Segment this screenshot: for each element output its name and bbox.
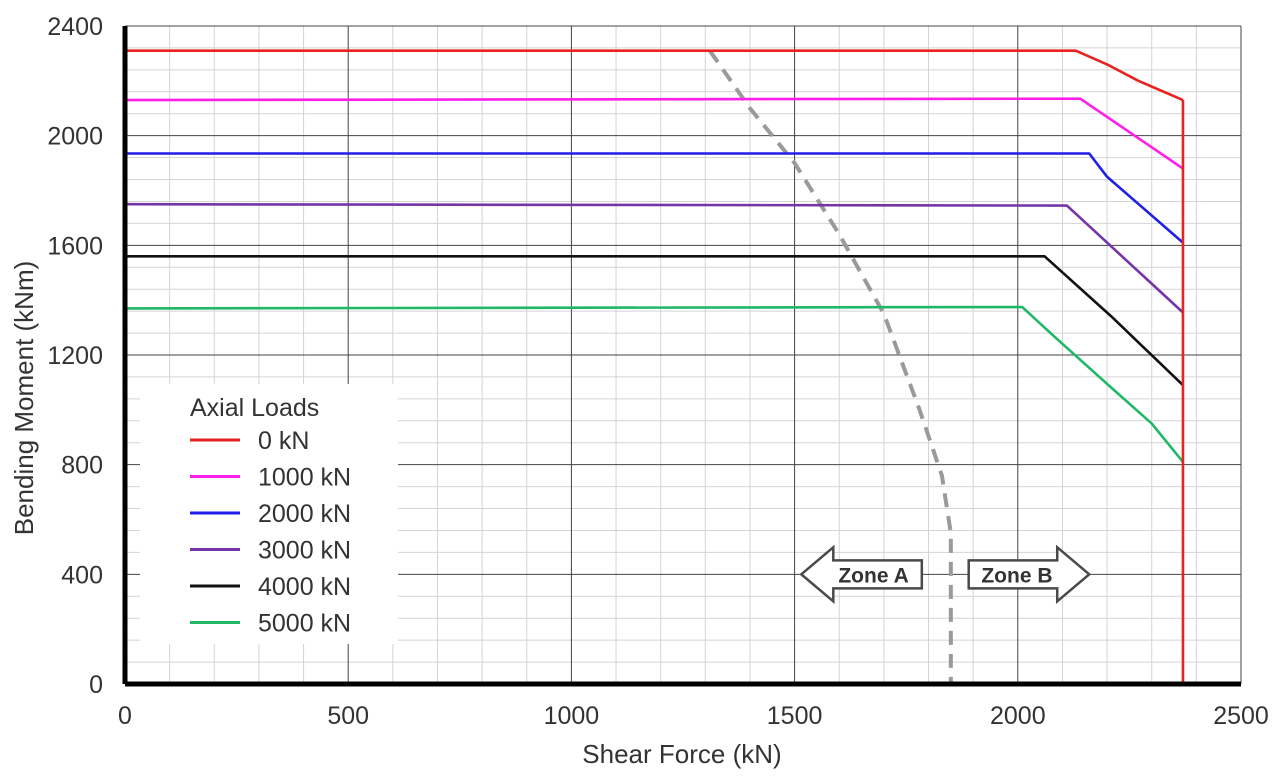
series-line-1 — [124, 97, 1184, 170]
legend-label-4: 4000 kN — [258, 573, 351, 601]
series-line-3 — [124, 202, 1184, 314]
x-tick-label: 2500 — [1213, 702, 1269, 730]
zone-boundary-line — [708, 49, 953, 684]
x-tick-label: 500 — [327, 702, 369, 730]
series-line-4 — [125, 254, 1184, 387]
series-lines — [124, 49, 1185, 684]
zone-annotations: Zone A Zone B — [799, 544, 1092, 605]
series-line-2 — [125, 152, 1184, 244]
legend-title: Axial Loads — [190, 394, 319, 422]
zone-label-1: Zone B — [981, 564, 1052, 587]
legend-label-1: 1000 kN — [258, 464, 351, 492]
x-tick-label: 0 — [118, 702, 132, 730]
legend-label-2: 2000 kN — [258, 500, 351, 528]
x-tick-label: 1000 — [544, 702, 600, 730]
y-axis-title: Bending Moment (kNm) — [9, 261, 39, 536]
axes — [122, 26, 1241, 687]
y-tick-label: 2000 — [47, 123, 103, 151]
y-tick-label: 400 — [61, 561, 103, 589]
zone-arrow-right — [967, 544, 1092, 605]
legend-label-0: 0 kN — [258, 427, 309, 455]
zone-arrow-left — [799, 544, 924, 605]
tick-labels: 0 500 1000 1500 2000 2500 0 400 800 1200 1600 2000 2… — [47, 13, 1268, 730]
y-tick-label: 800 — [61, 452, 103, 480]
legend-label-3: 3000 kN — [258, 537, 351, 565]
x-tick-label: 2000 — [990, 702, 1046, 730]
legend-label-5: 5000 kN — [258, 610, 351, 638]
legend: Axial Loads 0 kN 1000 kN 2000 kN 3000 kN 400… — [140, 384, 398, 644]
zone-label-0: Zone A — [838, 564, 908, 587]
series-line-0 — [125, 49, 1184, 102]
legend-box — [140, 384, 398, 644]
x-tick-label: 1500 — [767, 702, 823, 730]
legend-items: 0 kN 1000 kN 2000 kN 3000 kN 4000 kN 5000 kN — [190, 427, 351, 638]
y-tick-label: 1600 — [47, 232, 103, 260]
x-axis-title: Shear Force (kN) — [582, 739, 781, 769]
y-tick-label: 2400 — [47, 13, 103, 41]
y-tick-label: 0 — [89, 671, 103, 699]
y-tick-label: 1200 — [47, 342, 103, 370]
zone-boundary — [708, 49, 953, 684]
series-line-5 — [124, 305, 1184, 463]
